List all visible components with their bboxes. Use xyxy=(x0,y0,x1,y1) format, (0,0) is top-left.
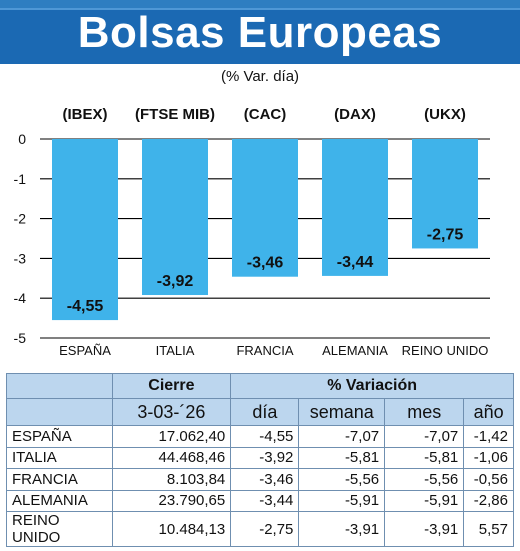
cell-mes: -3,91 xyxy=(384,511,465,547)
cell-semana: -3,91 xyxy=(298,511,386,547)
header-variacion: % Variación xyxy=(230,373,514,399)
header-semana: semana xyxy=(298,398,386,426)
table-row: REINO UNIDO 10.484,13 -2,75 -3,91 -3,91 … xyxy=(6,511,514,547)
y-tick-label: -5 xyxy=(14,330,27,346)
y-tick-label: -2 xyxy=(14,211,27,227)
data-label: -3,46 xyxy=(247,255,284,272)
chart-subtitle: (% Var. día) xyxy=(220,68,300,85)
category-label: ALEMANIA xyxy=(322,343,388,358)
cell-cierre: 17.062,40 xyxy=(111,425,232,448)
cell-semana: -5,91 xyxy=(298,489,386,512)
cell-dia: -4,55 xyxy=(230,425,300,448)
category-label: REINO UNIDO xyxy=(402,343,489,358)
cell-pais: ESPAÑA xyxy=(6,425,113,448)
header-blank xyxy=(6,373,113,399)
index-label: (UKX) xyxy=(424,106,466,123)
index-label: (CAC) xyxy=(244,106,287,123)
index-label: (DAX) xyxy=(334,106,376,123)
header-mes: mes xyxy=(384,398,465,426)
data-label: -4,55 xyxy=(67,298,104,315)
cell-mes: -7,07 xyxy=(384,425,465,448)
cell-dia: -2,75 xyxy=(230,511,300,547)
cell-semana: -5,81 xyxy=(298,446,386,469)
cell-dia: -3,46 xyxy=(230,468,300,491)
cell-ano: -2,86 xyxy=(463,489,514,512)
cell-cierre: 8.103,84 xyxy=(111,468,232,491)
cell-pais: FRANCIA xyxy=(6,468,113,491)
table-row: ESPAÑA 17.062,40 -4,55 -7,07 -7,07 -1,42 xyxy=(6,425,514,448)
bar xyxy=(52,139,118,321)
cell-dia: -3,92 xyxy=(230,446,300,469)
cell-pais: ITALIA xyxy=(6,446,113,469)
index-label: (FTSE MIB) xyxy=(135,106,215,123)
data-label: -3,92 xyxy=(157,273,194,290)
table-row: ALEMANIA 23.790,65 -3,44 -5,91 -5,91 -2,… xyxy=(6,489,514,512)
data-label: -2,75 xyxy=(427,226,464,243)
cell-pais: ALEMANIA xyxy=(6,489,113,512)
table-row: FRANCIA 8.103,84 -3,46 -5,56 -5,56 -0,56 xyxy=(6,468,514,491)
cell-ano: 5,57 xyxy=(463,511,514,547)
bar-chart: 0 -1 -2 -3 -4 -5 (IBEX) -4,55 ESPAÑA (FTSE MIB) -3… xyxy=(14,106,490,358)
cell-cierre: 44.468,46 xyxy=(111,446,232,469)
y-tick-label: -4 xyxy=(14,290,27,306)
page-title: Bolsas Europeas xyxy=(77,8,443,57)
subheader-blank xyxy=(6,398,113,426)
bar xyxy=(322,139,388,276)
cell-dia: -3,44 xyxy=(230,489,300,512)
header-date: 3-03-´26 xyxy=(111,398,232,426)
markets-table-wrap: Cierre % Variación 3-03-´26 día semana m… xyxy=(6,373,514,547)
bar xyxy=(232,139,298,277)
y-tick-label: 0 xyxy=(18,131,26,147)
cell-mes: -5,81 xyxy=(384,446,465,469)
markets-table: Cierre % Variación 3-03-´26 día semana m… xyxy=(6,373,514,547)
cell-pais: REINO UNIDO xyxy=(6,511,113,547)
bar xyxy=(142,139,208,296)
category-label: ESPAÑA xyxy=(59,343,111,358)
cell-ano: -1,06 xyxy=(463,446,514,469)
header-dia: día xyxy=(230,398,300,426)
table-row: ITALIA 44.468,46 -3,92 -5,81 -5,81 -1,06 xyxy=(6,446,514,469)
cell-ano: -0,56 xyxy=(463,468,514,491)
bar xyxy=(412,139,478,249)
cell-cierre: 23.790,65 xyxy=(111,489,232,512)
category-label: FRANCIA xyxy=(236,343,293,358)
cell-cierre: 10.484,13 xyxy=(111,511,232,547)
y-tick-label: -1 xyxy=(14,171,27,187)
header-cierre: Cierre xyxy=(111,373,232,399)
index-label: (IBEX) xyxy=(63,106,108,123)
header-ano: año xyxy=(463,398,514,426)
data-label: -3,44 xyxy=(337,254,374,271)
cell-ano: -1,42 xyxy=(463,425,514,448)
title-banner: Bolsas Europeas xyxy=(0,0,520,64)
title-banner-inner xyxy=(0,8,520,64)
cell-semana: -7,07 xyxy=(298,425,386,448)
cell-semana: -5,56 xyxy=(298,468,386,491)
cell-mes: -5,56 xyxy=(384,468,465,491)
table-header-row: Cierre % Variación xyxy=(6,373,514,399)
table-subheader-row: 3-03-´26 día semana mes año xyxy=(6,398,514,426)
y-tick-label: -3 xyxy=(14,250,27,266)
cell-mes: -5,91 xyxy=(384,489,465,512)
category-label: ITALIA xyxy=(156,343,195,358)
